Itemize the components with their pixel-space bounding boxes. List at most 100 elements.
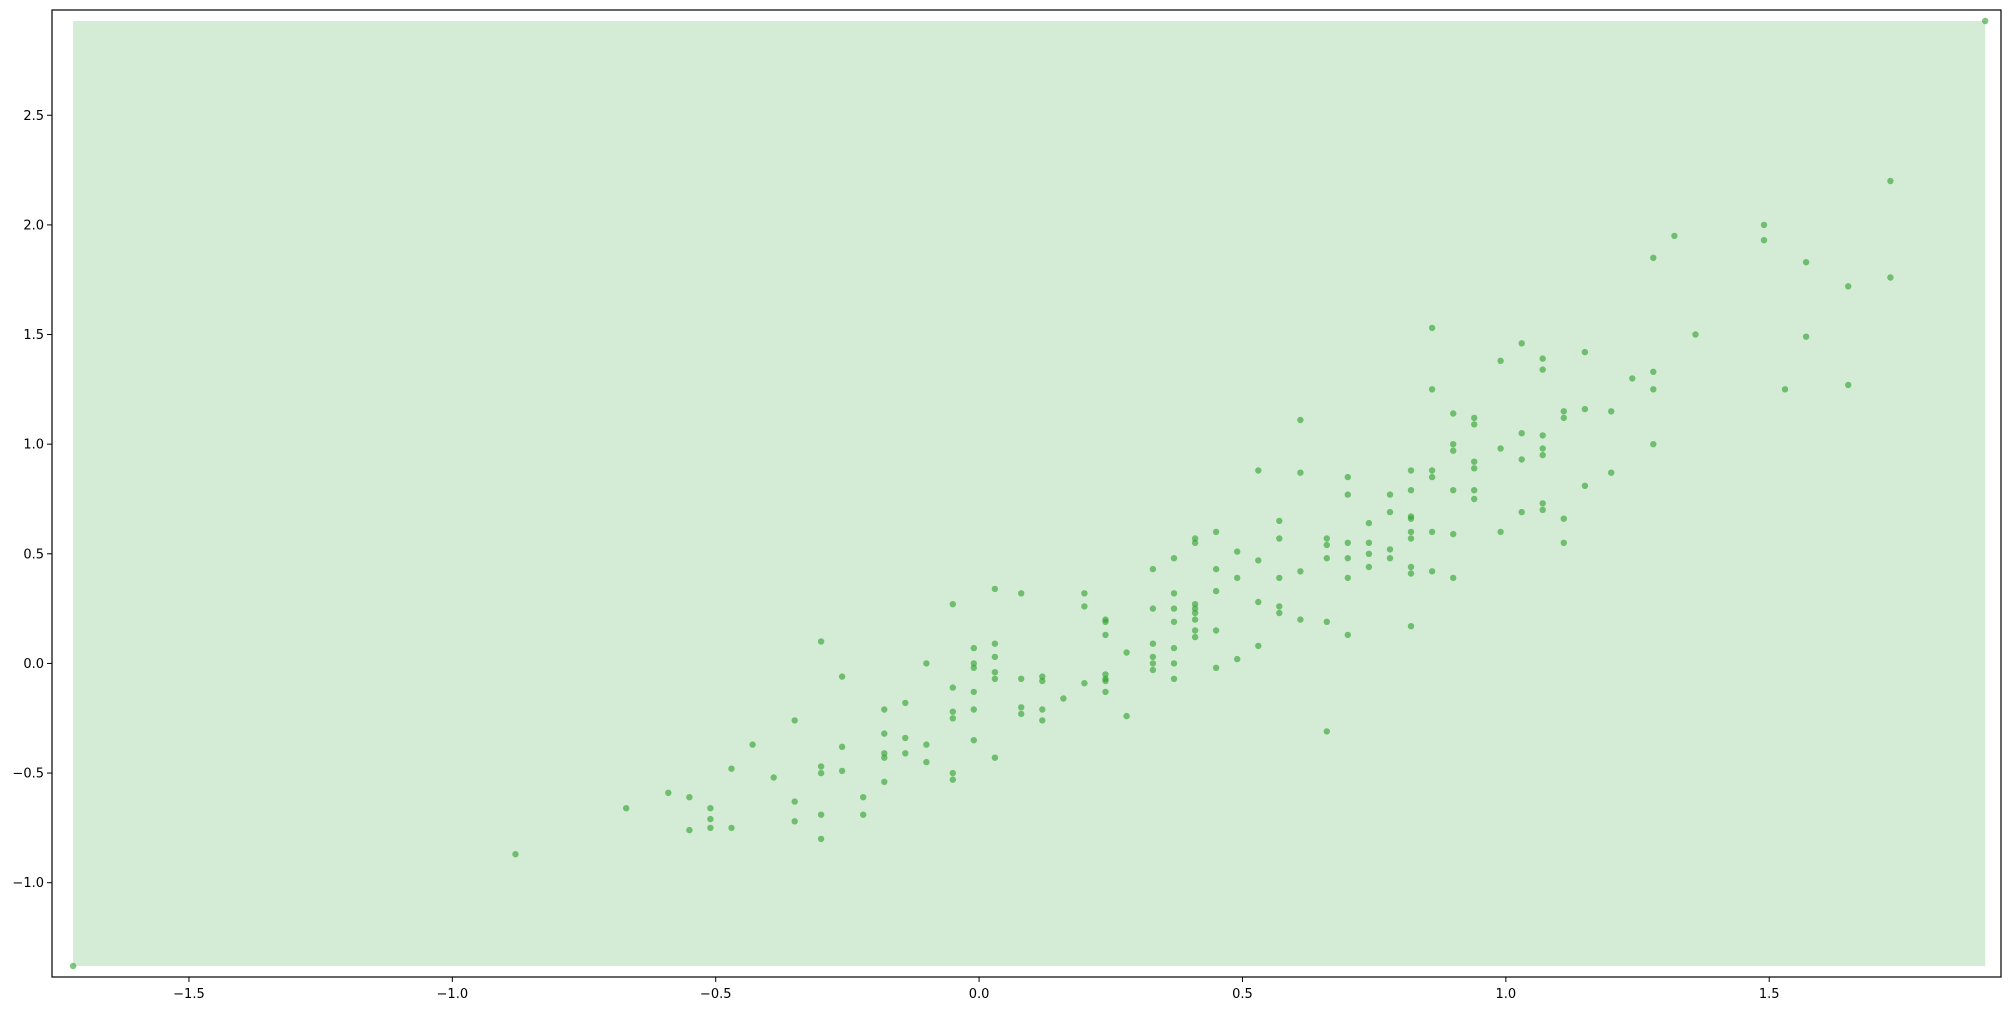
scatter-point <box>970 737 977 744</box>
scatter-point <box>686 794 693 801</box>
scatter-point <box>1560 539 1568 546</box>
scatter-point <box>881 778 888 785</box>
scatter-point <box>1608 408 1615 415</box>
scatter-point <box>1102 671 1109 678</box>
scatter-point <box>970 688 977 696</box>
scatter-point <box>1149 660 1157 667</box>
scatter-point <box>860 811 867 818</box>
scatter-point <box>1608 469 1615 476</box>
scatter-point <box>1255 642 1262 650</box>
scatter-point <box>949 715 956 722</box>
scatter-point <box>728 765 735 772</box>
scatter-point <box>1428 324 1436 332</box>
scatter-point <box>1518 508 1525 516</box>
scatter-point <box>902 699 909 707</box>
scatter-point <box>1212 664 1220 671</box>
scatter-point <box>1887 274 1894 281</box>
scatter-point <box>1518 430 1525 437</box>
scatter-point <box>949 776 956 783</box>
scatter-point <box>1365 519 1373 527</box>
scatter-point <box>1170 590 1178 597</box>
scatter-point <box>707 805 714 812</box>
scatter-point <box>707 815 714 823</box>
scatter-point <box>1650 254 1657 261</box>
scatter-point <box>881 754 888 761</box>
scatter-point <box>1365 539 1373 546</box>
scatter-point <box>749 741 756 748</box>
x-tick-label: 1.5 <box>1759 987 1780 1002</box>
scatter-point <box>728 824 735 832</box>
scatter-point <box>1471 421 1478 428</box>
scatter-point <box>1471 465 1478 472</box>
y-tick-label: −1.0 <box>12 876 44 891</box>
scatter-point <box>817 769 825 777</box>
scatter-point <box>1407 515 1415 522</box>
scatter-point <box>1170 675 1178 682</box>
scatter-point <box>949 684 956 691</box>
scatter-point <box>1323 618 1331 625</box>
scatter-point <box>1407 487 1415 494</box>
scatter-point <box>1102 618 1109 625</box>
scatter-point <box>1344 631 1352 639</box>
scatter-point <box>1102 688 1109 696</box>
scatter-point <box>838 767 846 775</box>
scatter-point <box>1191 605 1199 612</box>
scatter-point <box>1560 408 1568 415</box>
x-tick-label: 1.0 <box>1496 987 1517 1002</box>
scatter-point <box>1450 441 1457 448</box>
scatter-point <box>1386 508 1394 516</box>
scatter-point <box>1170 660 1178 667</box>
plot-frame <box>51 9 2002 978</box>
scatter-point <box>1781 386 1789 393</box>
scatter-point <box>665 789 672 796</box>
scatter-point <box>686 826 693 834</box>
scatter-point <box>949 708 956 715</box>
scatter-point <box>707 824 714 832</box>
scatter-point <box>1149 653 1157 661</box>
scatter-point <box>1018 675 1025 682</box>
scatter-point <box>1386 555 1394 562</box>
scatter-point <box>1428 467 1436 474</box>
scatter-point <box>1297 568 1304 575</box>
scatter-point <box>1450 574 1457 582</box>
shaded-region-layer <box>73 20 1986 967</box>
scatter-point <box>1650 441 1657 448</box>
scatter-point <box>1255 557 1262 564</box>
scatter-point <box>991 754 999 761</box>
x-tick-label: −1.5 <box>173 987 205 1002</box>
scatter-point <box>1170 618 1178 625</box>
scatter-point <box>817 638 825 645</box>
scatter-point <box>1297 469 1304 476</box>
scatter-point <box>1191 609 1199 617</box>
scatter-point <box>817 835 825 843</box>
y-tick-label: −0.5 <box>12 767 44 782</box>
scatter-point <box>1276 574 1283 582</box>
scatter-point <box>1234 655 1241 663</box>
scatter-point <box>512 851 519 858</box>
scatter-point <box>1255 598 1262 606</box>
scatter-point <box>860 794 867 801</box>
x-axis: −1.5 −1.0 −0.5 0.0 0.5 1.0 1.5 <box>173 977 1780 1002</box>
scatter-point <box>1276 535 1283 542</box>
scatter-point <box>991 640 999 647</box>
scatter-point <box>1581 405 1589 413</box>
scatter-point <box>1497 445 1504 452</box>
y-tick-label: 0.5 <box>23 547 44 562</box>
scatter-point <box>881 706 888 713</box>
y-tick-label: 2.0 <box>23 218 44 233</box>
scatter-point <box>970 644 977 652</box>
scatter-point <box>1344 574 1352 582</box>
scatter-point <box>991 675 999 682</box>
scatter-point <box>1539 500 1546 507</box>
scatter-point <box>1428 386 1436 393</box>
scatter-point <box>1428 473 1436 481</box>
scatter-point <box>1386 491 1394 498</box>
scatter-point <box>1323 541 1331 549</box>
scatter-point <box>1581 348 1589 356</box>
scatter-point <box>1323 535 1331 542</box>
scatter-point <box>1450 530 1457 538</box>
scatter-point <box>1060 695 1067 702</box>
scatter-point <box>1802 333 1810 340</box>
scatter-point <box>1323 728 1331 735</box>
